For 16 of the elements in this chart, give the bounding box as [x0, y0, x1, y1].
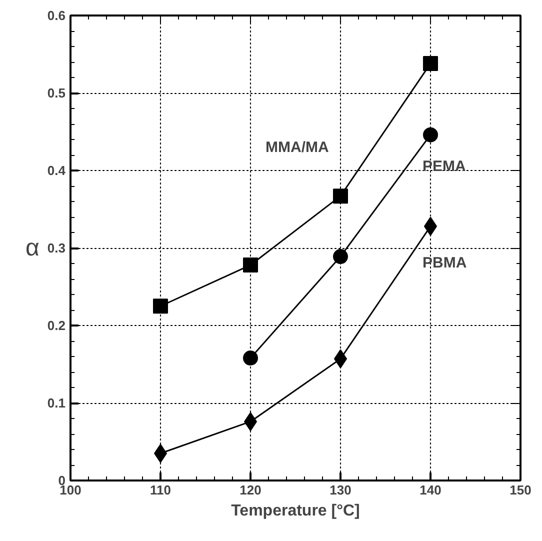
series-label: PEMA — [422, 158, 466, 175]
x-tick-label: 140 — [420, 482, 442, 498]
y-tick-label: 0.6 — [47, 8, 66, 23]
series-label: PBMA — [422, 254, 467, 272]
y-tick-label: 0.4 — [47, 163, 66, 178]
x-tick-label: 120 — [240, 482, 262, 498]
y-tick-label: 0.3 — [47, 240, 66, 256]
text: MMA/MA — [266, 139, 329, 156]
y-tick-label: 0.5 — [47, 86, 66, 100]
y-tick-label: 0.1 — [47, 396, 66, 410]
x-tick-label: 110 — [150, 482, 171, 498]
x-tick-label: 130 — [330, 482, 352, 498]
x-axis-title: Temperature [°C] — [231, 502, 360, 520]
x-tick-label: 150 — [510, 482, 532, 498]
y-tick-label: 0.2 — [47, 318, 66, 333]
y-axis-title: α — [26, 234, 40, 262]
